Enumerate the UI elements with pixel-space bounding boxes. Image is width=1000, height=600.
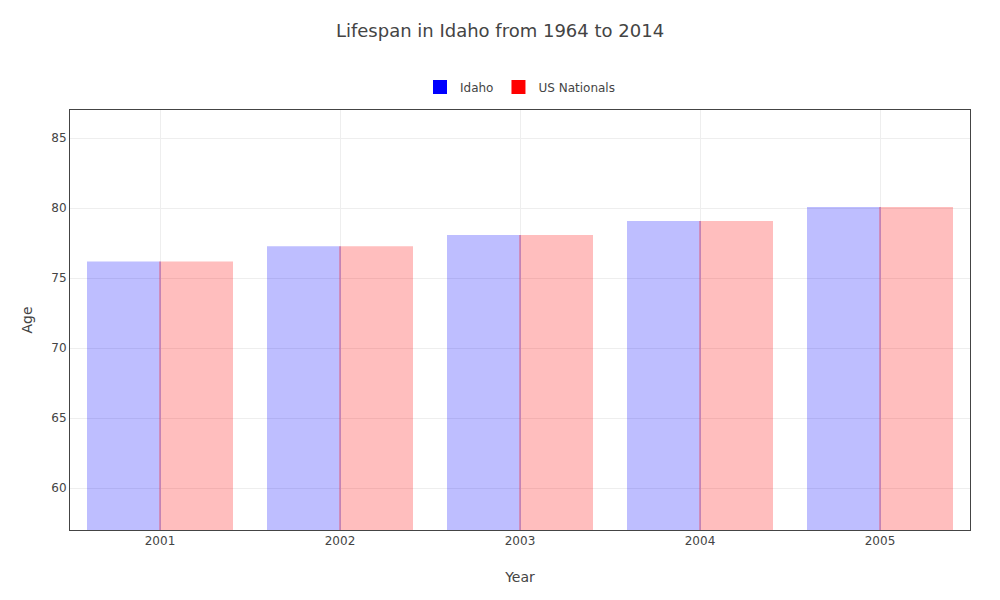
svg-text:70: 70 [51, 341, 66, 355]
svg-text:2002: 2002 [325, 534, 356, 548]
svg-text:75: 75 [51, 271, 66, 285]
svg-text:2004: 2004 [685, 534, 716, 548]
svg-text:Idaho: Idaho [460, 81, 493, 95]
svg-text:65: 65 [51, 411, 66, 425]
svg-text:80: 80 [51, 201, 66, 215]
svg-text:85: 85 [51, 131, 66, 145]
svg-text:US Nationals: US Nationals [538, 81, 614, 95]
svg-text:Age: Age [19, 306, 35, 333]
svg-text:60: 60 [51, 481, 66, 495]
svg-text:2005: 2005 [865, 534, 896, 548]
svg-text:Year: Year [504, 569, 535, 585]
svg-text:2001: 2001 [145, 534, 176, 548]
svg-text:Lifespan in Idaho from 1964 to: Lifespan in Idaho from 1964 to 2014 [336, 20, 664, 41]
svg-text:2003: 2003 [505, 534, 536, 548]
